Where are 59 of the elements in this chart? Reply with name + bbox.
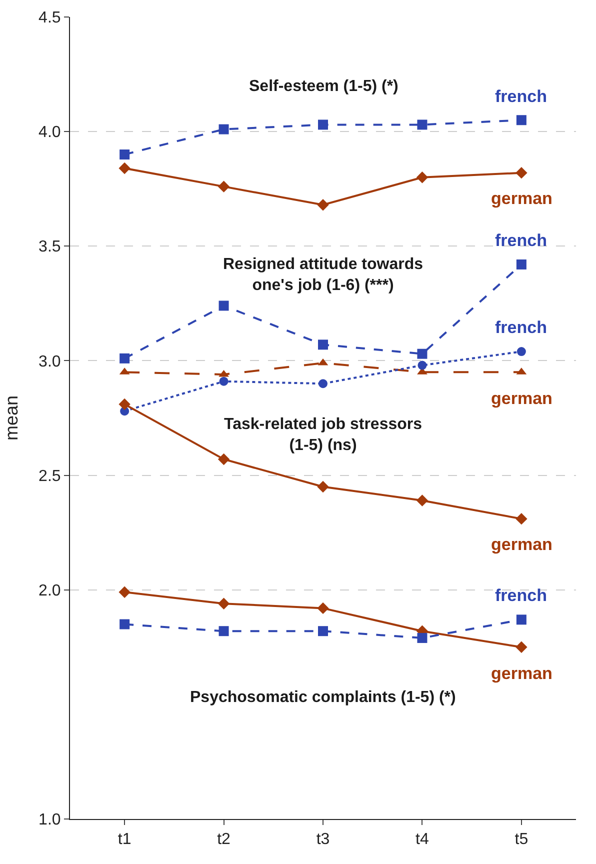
- point: [218, 453, 230, 466]
- point: [318, 379, 328, 388]
- y-tick-label: 3.5: [38, 238, 61, 256]
- point: [516, 512, 528, 525]
- y-tick-label: 4.0: [38, 124, 61, 142]
- x-tick-label: t2: [217, 831, 231, 848]
- point: [218, 370, 229, 377]
- annotation: Task-related job stressors (1-5) (ns): [224, 416, 422, 454]
- point: [218, 124, 229, 134]
- y-tick-label: 2.5: [38, 468, 61, 485]
- point: [516, 347, 526, 356]
- point: [516, 166, 528, 179]
- point: [418, 360, 427, 370]
- point: [120, 353, 130, 364]
- x-tick-label: t1: [118, 831, 132, 848]
- annotation: Self-esteem (1-5) (*): [249, 78, 398, 95]
- x-tick-label: t4: [416, 831, 429, 848]
- point: [219, 376, 228, 386]
- x-tick-label: t5: [514, 831, 528, 848]
- point: [516, 614, 526, 625]
- point: [218, 626, 229, 636]
- point: [118, 162, 130, 174]
- point: [120, 149, 130, 160]
- point: [120, 619, 130, 630]
- point: [417, 632, 428, 643]
- point: [417, 348, 428, 359]
- point: [417, 120, 428, 130]
- point: [318, 626, 328, 636]
- point: [118, 398, 130, 410]
- series-label: french: [495, 586, 547, 605]
- y-tick-label: 3.0: [38, 353, 61, 370]
- series-label: french: [495, 87, 547, 106]
- point: [318, 120, 328, 130]
- y-tick-label: 2.0: [38, 582, 61, 600]
- series-label: german: [491, 664, 552, 683]
- point: [318, 340, 328, 350]
- annotation: Resigned attitude towards one's job (1-6) (***): [223, 256, 424, 294]
- y-tick-label: 4.5: [38, 10, 61, 27]
- y-tick-label: 1.0: [38, 812, 61, 829]
- x-tick-label: t3: [316, 831, 330, 848]
- point: [218, 598, 230, 610]
- point: [416, 494, 428, 506]
- series-label: german: [491, 535, 552, 554]
- point: [317, 602, 329, 614]
- annotation: Psychosomatic complaints (1-5) (*): [190, 689, 456, 706]
- point: [516, 641, 528, 653]
- series-label: french: [495, 318, 547, 337]
- series-label: german: [491, 389, 552, 408]
- point: [317, 480, 329, 493]
- series-label: french: [495, 231, 547, 250]
- point: [416, 172, 428, 184]
- y-axis-title: mean: [2, 395, 22, 441]
- point: [118, 586, 130, 598]
- point: [516, 115, 526, 126]
- point: [218, 300, 229, 311]
- point: [317, 199, 329, 211]
- point: [218, 180, 230, 192]
- point: [516, 259, 526, 270]
- series-label: german: [491, 189, 552, 208]
